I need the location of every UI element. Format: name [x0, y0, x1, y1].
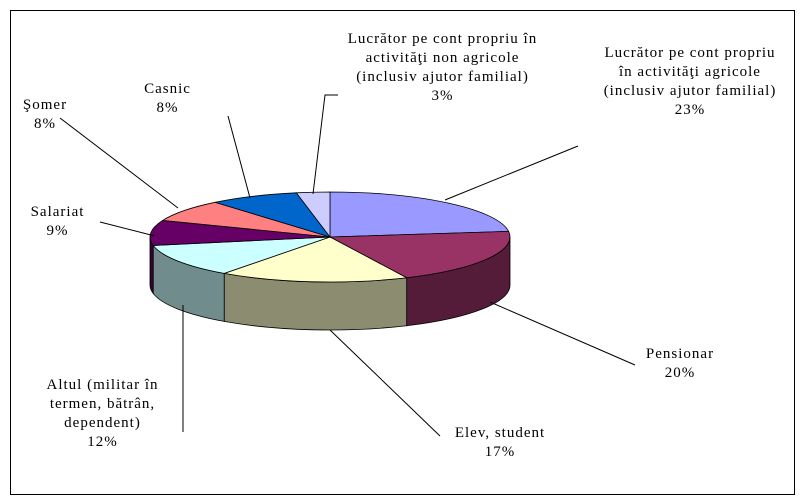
leader-line: [489, 301, 636, 366]
pie-slice: [215, 192, 332, 238]
slice-label: Casnic 8%: [125, 80, 210, 118]
category-label: Elev, student: [454, 425, 546, 441]
leader-line: [329, 329, 441, 437]
leader-line: [227, 115, 251, 199]
value-label: 8%: [156, 100, 179, 116]
slice-label: Lucrător pe cont propriu în activităţi a…: [600, 44, 780, 120]
category-label: Pensionar: [645, 346, 715, 362]
value-label: 20%: [664, 365, 696, 381]
slice-label: Şomer 8%: [10, 96, 80, 134]
pie-side: [149, 236, 154, 295]
leader-line: [444, 145, 579, 201]
pie-slice: [328, 230, 511, 279]
slice-label: Altul (militar în termen, bătrân, depend…: [20, 376, 185, 452]
slice-label: Salariat 9%: [15, 203, 100, 241]
pie-slice: [149, 220, 331, 246]
pie-slice: [222, 236, 408, 283]
value-label: 8%: [34, 116, 56, 132]
slice-label: Pensionar 20%: [630, 345, 730, 383]
category-label: Lucrător pe cont propriu în activităţi n…: [347, 31, 538, 85]
leader-line: [312, 94, 338, 195]
value-label: 17%: [484, 444, 516, 460]
category-label: Şomer: [22, 97, 68, 113]
leader-line: [99, 221, 156, 237]
value-label: 3%: [431, 88, 454, 104]
slice-label: Elev, student 17%: [420, 424, 580, 462]
pie-slice: [152, 236, 331, 274]
leader-line: [59, 117, 179, 209]
value-label: 9%: [46, 223, 69, 239]
category-label: Lucrător pe cont propriu în activităţi a…: [603, 45, 777, 99]
slice-label: Lucrător pe cont propriu în activităţi n…: [345, 30, 540, 106]
category-label: Casnic: [144, 81, 191, 97]
value-label: 23%: [674, 102, 706, 118]
category-label: Salariat: [30, 204, 85, 220]
pie-slice: [161, 201, 331, 238]
pie-slice: [329, 191, 510, 238]
category-label: Altul (militar în termen, bătrân, depend…: [46, 377, 159, 431]
value-label: 12%: [87, 434, 118, 450]
